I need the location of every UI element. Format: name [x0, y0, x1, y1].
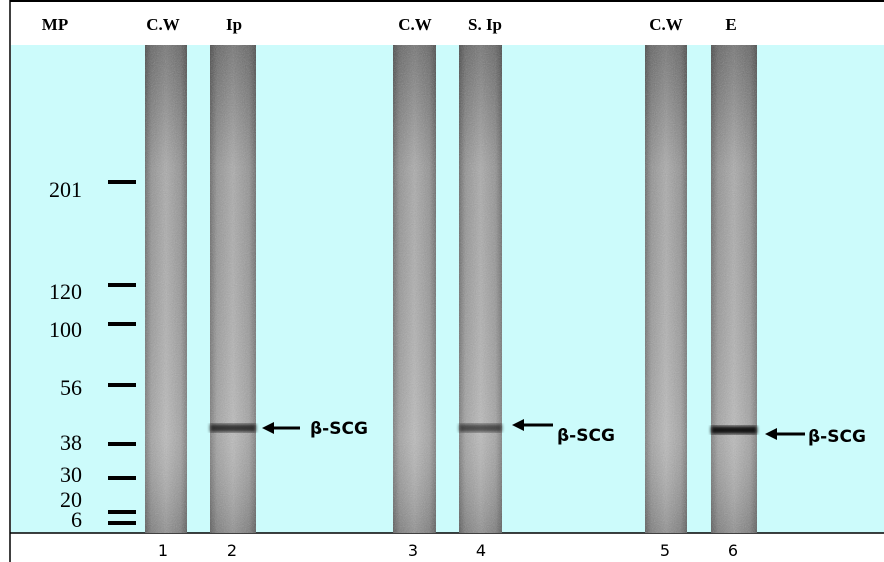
lane-header: C.W [146, 15, 180, 34]
marker-tick [108, 476, 136, 480]
marker-tick [108, 442, 136, 446]
marker-label: 38 [60, 430, 82, 455]
marker-tick [108, 521, 136, 525]
band-annotation: β-SCG [310, 419, 368, 439]
marker-tick [108, 510, 136, 514]
band-annotation: β-SCG [808, 427, 866, 447]
marker-tick [108, 180, 136, 184]
lane-header: S. Ip [468, 15, 502, 34]
lane-noise [645, 45, 687, 533]
band-annotation: β-SCG [557, 426, 615, 446]
protein-band [210, 424, 256, 432]
lane-noise [711, 45, 757, 533]
lane-number: 3 [408, 541, 418, 560]
marker-label: 120 [49, 279, 82, 304]
lane-noise [393, 45, 436, 533]
lane-number: 1 [158, 541, 168, 560]
lane-number: 2 [227, 541, 237, 560]
lane-header: E [725, 15, 736, 34]
marker-label: 20 [60, 487, 82, 512]
arrow-head [765, 428, 777, 440]
lane-header: C.W [398, 15, 432, 34]
marker-label: 100 [49, 317, 82, 342]
marker-label: 56 [60, 375, 82, 400]
marker-label: 201 [49, 177, 82, 202]
arrow-head [262, 422, 274, 434]
lane-noise [459, 45, 502, 533]
marker-label: 6 [71, 507, 82, 532]
marker-label: 30 [60, 462, 82, 487]
lane-noise [145, 45, 187, 533]
lane-number: 5 [660, 541, 670, 560]
lane-noise [210, 45, 256, 533]
marker-tick [108, 322, 136, 326]
protein-band [711, 426, 757, 434]
marker-tick [108, 283, 136, 287]
lane-header: C.W [649, 15, 683, 34]
lane-header: MP [42, 15, 68, 34]
lane-number: 6 [728, 541, 738, 560]
marker-tick [108, 383, 136, 387]
lane-header: Ip [226, 15, 242, 34]
arrow-head [512, 419, 524, 431]
protein-band [459, 424, 502, 432]
lane-number: 4 [476, 541, 486, 560]
